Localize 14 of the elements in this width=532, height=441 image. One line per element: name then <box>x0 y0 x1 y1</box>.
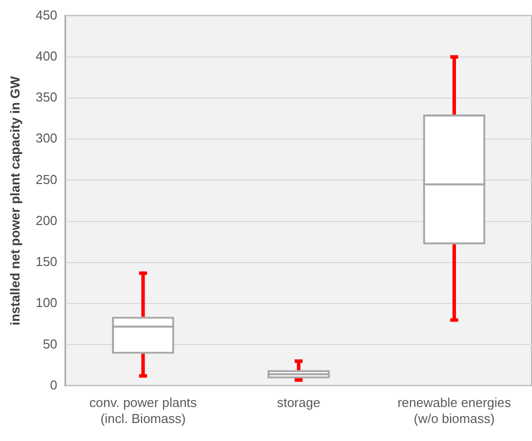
y-tick-label: 150 <box>36 254 58 270</box>
y-tick-label: 50 <box>42 336 58 352</box>
y-tick-label: 250 <box>36 172 58 187</box>
y-tick-label: 100 <box>36 295 58 310</box>
x-tick-label: conv. power plants (incl. Biomass) <box>89 395 198 426</box>
y-tick-label: 300 <box>36 130 58 146</box>
y-tick-label: 400 <box>36 48 58 64</box>
y-tick-label: 350 <box>36 90 58 105</box>
y-tick-label: 0 <box>50 377 58 392</box>
y-tick-label: 450 <box>36 7 58 22</box>
x-tick-label: storage <box>276 395 320 410</box>
y-tick-label: 200 <box>36 212 58 228</box>
y-axis-title: installed net power plant capacity in GW <box>7 75 22 326</box>
x-tick-label: renewable energies (w/o biomass) <box>397 395 512 426</box>
